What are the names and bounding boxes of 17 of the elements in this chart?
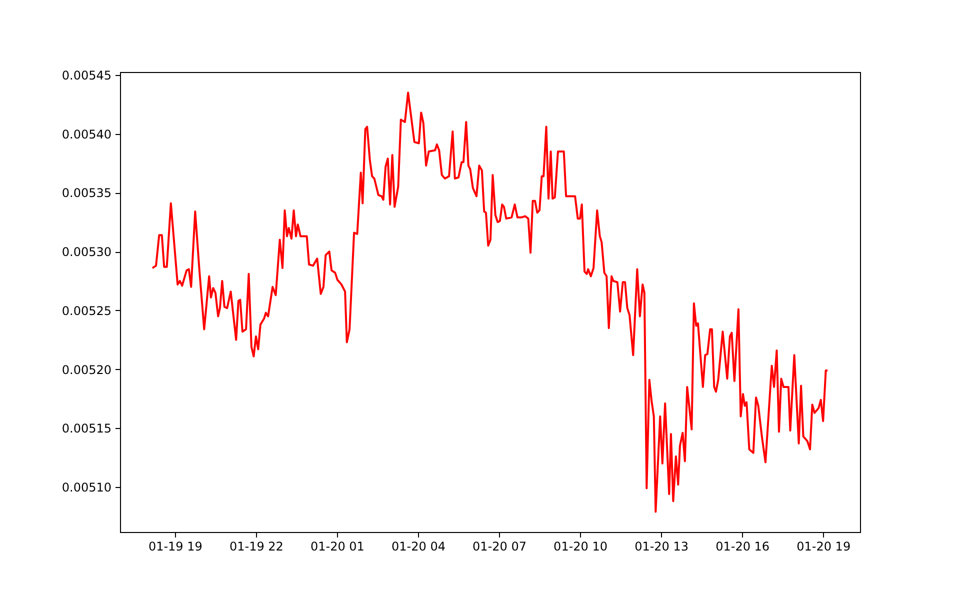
x-tick-label: 01-20 19 [796, 540, 851, 554]
x-tick-label: 01-20 13 [634, 540, 689, 554]
y-tick-label: 0.00525 [62, 304, 112, 318]
y-tick-label: 0.00545 [62, 68, 112, 82]
y-tick-label: 0.00510 [62, 480, 112, 495]
x-tick-label: 01-20 04 [392, 540, 446, 554]
y-tick-label: 0.00530 [62, 245, 112, 260]
x-tick-label: 01-20 10 [554, 540, 608, 554]
x-tick-label: 01-20 16 [716, 540, 770, 554]
y-tick-label: 0.00515 [62, 422, 112, 436]
x-tick-label: 01-19 22 [229, 540, 284, 554]
y-tick-label: 0.00540 [62, 127, 112, 142]
x-tick-label: 01-20 07 [472, 540, 526, 554]
y-tick-label: 0.00535 [62, 186, 112, 200]
x-tick-label: 01-20 01 [310, 540, 364, 554]
y-tick-label: 0.00520 [62, 362, 112, 377]
x-tick-label: 01-19 19 [148, 540, 202, 554]
